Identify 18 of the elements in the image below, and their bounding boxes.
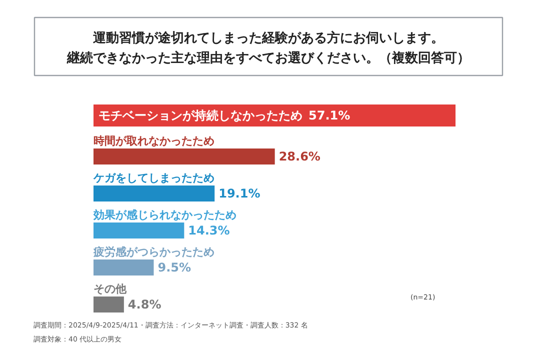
bar (94, 260, 154, 276)
y-tick-label: ケガをしてしまったため (92, 172, 214, 184)
data-label: 28.6% (278, 150, 320, 164)
bar (94, 186, 215, 202)
y-tick-label: 時間が取れなかったため (94, 134, 214, 148)
data-label: 4.8% (128, 298, 162, 312)
bar (94, 296, 124, 312)
data-label: 9.5% (158, 260, 192, 274)
y-tick-label: 効果が感じられなかったため (92, 208, 236, 222)
y-tick-label: 疲労感がつらかったため (92, 246, 214, 258)
y-tick-label: その他 (94, 282, 128, 296)
data-label: 57.1% (308, 108, 350, 122)
chart-title: 運動習慣が途切れてしまった経験がある方にお伺いします。継続できなかった主な理由をすべてお選びください。（複数回答可） (66, 30, 470, 66)
y-tick-label: モチベーションが持続しなかったため (98, 108, 302, 122)
bar (94, 148, 275, 164)
data-label: 19.1% (218, 186, 260, 200)
bar (94, 222, 184, 238)
data-label: 14.3% (188, 224, 230, 238)
